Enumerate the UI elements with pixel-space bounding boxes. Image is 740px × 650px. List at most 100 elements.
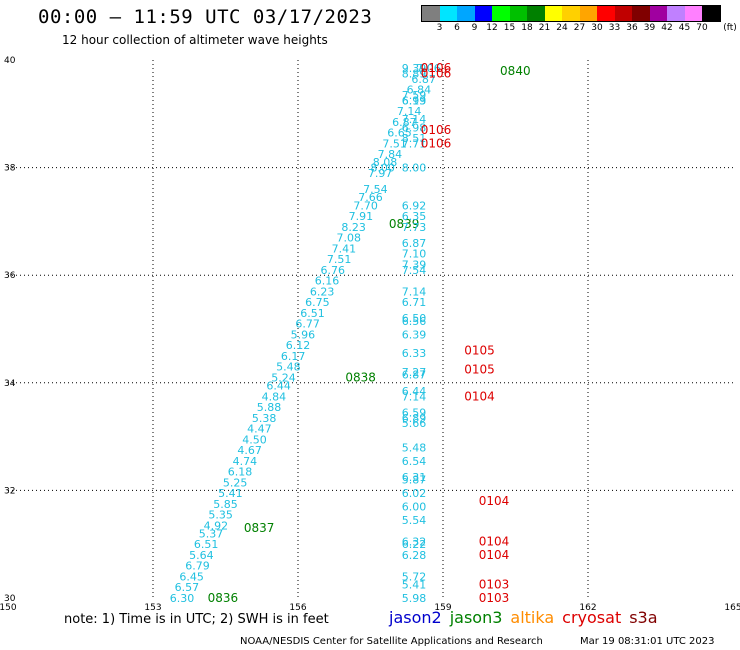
wave-height-value: 6.28 — [402, 549, 427, 562]
colorbar-legend: 3 6 9 12 15 18 21 24 27 30 33 36 39 42 45 70 (ft) — [421, 5, 740, 37]
colorbar-swatch — [492, 6, 510, 21]
colorbar-swatch — [649, 6, 667, 21]
wave-height-value: 7.10 — [402, 248, 427, 261]
pass-time-label: 0839 — [389, 217, 420, 231]
wave-height-value: 8.23 — [341, 221, 366, 234]
wave-height-value: 6.71 — [402, 296, 427, 309]
wave-height-value: 7.14 — [402, 285, 427, 298]
colorbar-swatch — [579, 6, 597, 21]
wave-height-value: 5.24 — [271, 371, 296, 384]
wave-height-value: 6.18 — [228, 466, 253, 479]
wave-height-value: 5.87 — [402, 474, 427, 487]
colorbar-unit: (ft) — [723, 23, 737, 33]
wave-height-value: 7.70 — [353, 199, 378, 212]
data-marks: 6.306.576.456.795.646.515.374.925.355.85… — [170, 61, 531, 605]
wave-height-value: 6.00 — [402, 501, 427, 514]
colorbar-swatch — [667, 6, 685, 21]
wave-height-value: 6.87 — [402, 369, 427, 382]
x-tick-label: 153 — [144, 603, 161, 613]
colorbar-tick-label: 3 — [436, 23, 443, 33]
wave-height-value: 5.88 — [257, 401, 282, 414]
wave-height-value: 5.98 — [402, 592, 427, 605]
colorbar-swatch — [422, 6, 440, 21]
wave-height-value: 6.87 — [392, 116, 417, 129]
wave-height-value: 6.35 — [402, 210, 427, 223]
pass-time-label: 0837 — [244, 521, 275, 535]
wave-height-value: 5.48 — [276, 361, 301, 374]
wave-height-value: 6.77 — [295, 318, 320, 331]
colorbar-tick-label: 21 — [538, 23, 551, 33]
wave-height-value: 5.64 — [189, 549, 214, 562]
pass-time-label: 0104 — [464, 389, 495, 403]
wave-height-value: 6.12 — [286, 339, 311, 352]
colorbar-tick-label: 24 — [556, 23, 568, 33]
wave-height-value: 6.87 — [411, 73, 436, 86]
legend-entry: cryosat — [562, 608, 622, 627]
wave-height-value: 7.71 — [402, 137, 427, 150]
pass-time-label: 0104 — [479, 535, 510, 549]
legend-entry: jason2 — [389, 608, 442, 627]
timestamp-text: Mar 19 08:31:01 UTC 2023 — [580, 636, 715, 647]
wave-height-value: 8.08 — [373, 156, 398, 169]
wave-height-value: 7.51 — [382, 137, 407, 150]
wave-height-value: 6.56 — [402, 315, 427, 328]
pass-time-label: 0106 — [421, 61, 452, 75]
wave-height-value: 7.41 — [332, 242, 357, 255]
wave-height-value: 7.27 — [402, 366, 427, 379]
wave-height-value: 8.89 — [402, 67, 427, 80]
wave-height-value: 6.84 — [407, 84, 432, 97]
wave-height-value: 7.66 — [358, 191, 383, 204]
axis-tick-labels: 150 153 156 159 162 165 30 32 34 36 38 40 — [0, 56, 740, 613]
footer-note: note: 1) Time is in UTC; 2) SWH is in fe… — [64, 612, 329, 627]
wave-height-value: 6.16 — [315, 275, 340, 288]
legend-entry: jason3 — [449, 608, 503, 627]
wave-height-value: 6.32 — [402, 536, 427, 549]
colorbar-swatches — [421, 5, 721, 22]
wave-height-value: 6.50 — [402, 312, 427, 325]
wave-height-value: 7.54 — [363, 183, 388, 196]
wave-height-value: 6.30 — [170, 592, 195, 605]
pass-time-label: 0106 — [421, 136, 452, 150]
wave-height-value: 9.39 — [402, 62, 427, 75]
wave-height-value: 6.51 — [194, 538, 219, 551]
colorbar-tick-label: 36 — [626, 23, 638, 33]
colorbar-tick-label: 18 — [521, 23, 533, 33]
pass-time-label: 0836 — [208, 591, 239, 605]
wave-height-value: 6.22 — [402, 538, 427, 551]
wave-height-value: 6.23 — [310, 285, 335, 298]
wave-height-value: 5.37 — [199, 527, 224, 540]
pass-time-label: 0104 — [479, 548, 510, 562]
wave-height-value: 5.41 — [402, 579, 427, 592]
wave-height-value: 6.13 — [402, 94, 427, 107]
credit-text: NOAA/NESDIS Center for Satellite Applica… — [240, 636, 543, 647]
wave-height-value: 4.50 — [242, 433, 267, 446]
wave-height-value: 5.38 — [252, 412, 277, 425]
wave-height-value: 7.97 — [368, 167, 393, 180]
wave-height-value: 6.33 — [402, 347, 427, 360]
wave-height-value: 7.14 — [402, 113, 427, 126]
wave-height-value: 6.31 — [402, 471, 427, 484]
colorbar-tick-label: 30 — [591, 23, 603, 33]
y-tick-label: 36 — [4, 271, 16, 281]
chart-title: 00:00 – 11:59 UTC 03/17/2023 — [38, 6, 373, 28]
wave-height-value: 4.84 — [262, 390, 287, 403]
wave-height-value: 5.25 — [223, 476, 248, 489]
colorbar-swatch — [614, 6, 632, 21]
colorbar-tick-label: 45 — [678, 23, 691, 33]
wave-height-value: 4.92 — [204, 519, 229, 532]
pass-time-label: 0105 — [464, 344, 495, 358]
wave-height-value: 6.59 — [402, 406, 427, 419]
wave-height-value: 6.87 — [402, 237, 427, 250]
wave-height-value: 4.74 — [233, 455, 258, 468]
wave-height-value: 6.51 — [300, 307, 325, 320]
pass-time-label: 0840 — [500, 64, 531, 78]
colorbar-tick-label: 27 — [573, 23, 586, 33]
chart-subtitle: 12 hour collection of altimeter wave hei… — [62, 33, 328, 47]
wave-height-value: 5.85 — [213, 498, 238, 511]
x-tick-label: 165 — [724, 603, 740, 613]
y-tick-label: 32 — [4, 486, 15, 496]
wave-height-value: 5.48 — [402, 441, 427, 454]
colorbar-swatch — [527, 6, 545, 21]
colorbar-tick-label: 6 — [454, 23, 460, 33]
